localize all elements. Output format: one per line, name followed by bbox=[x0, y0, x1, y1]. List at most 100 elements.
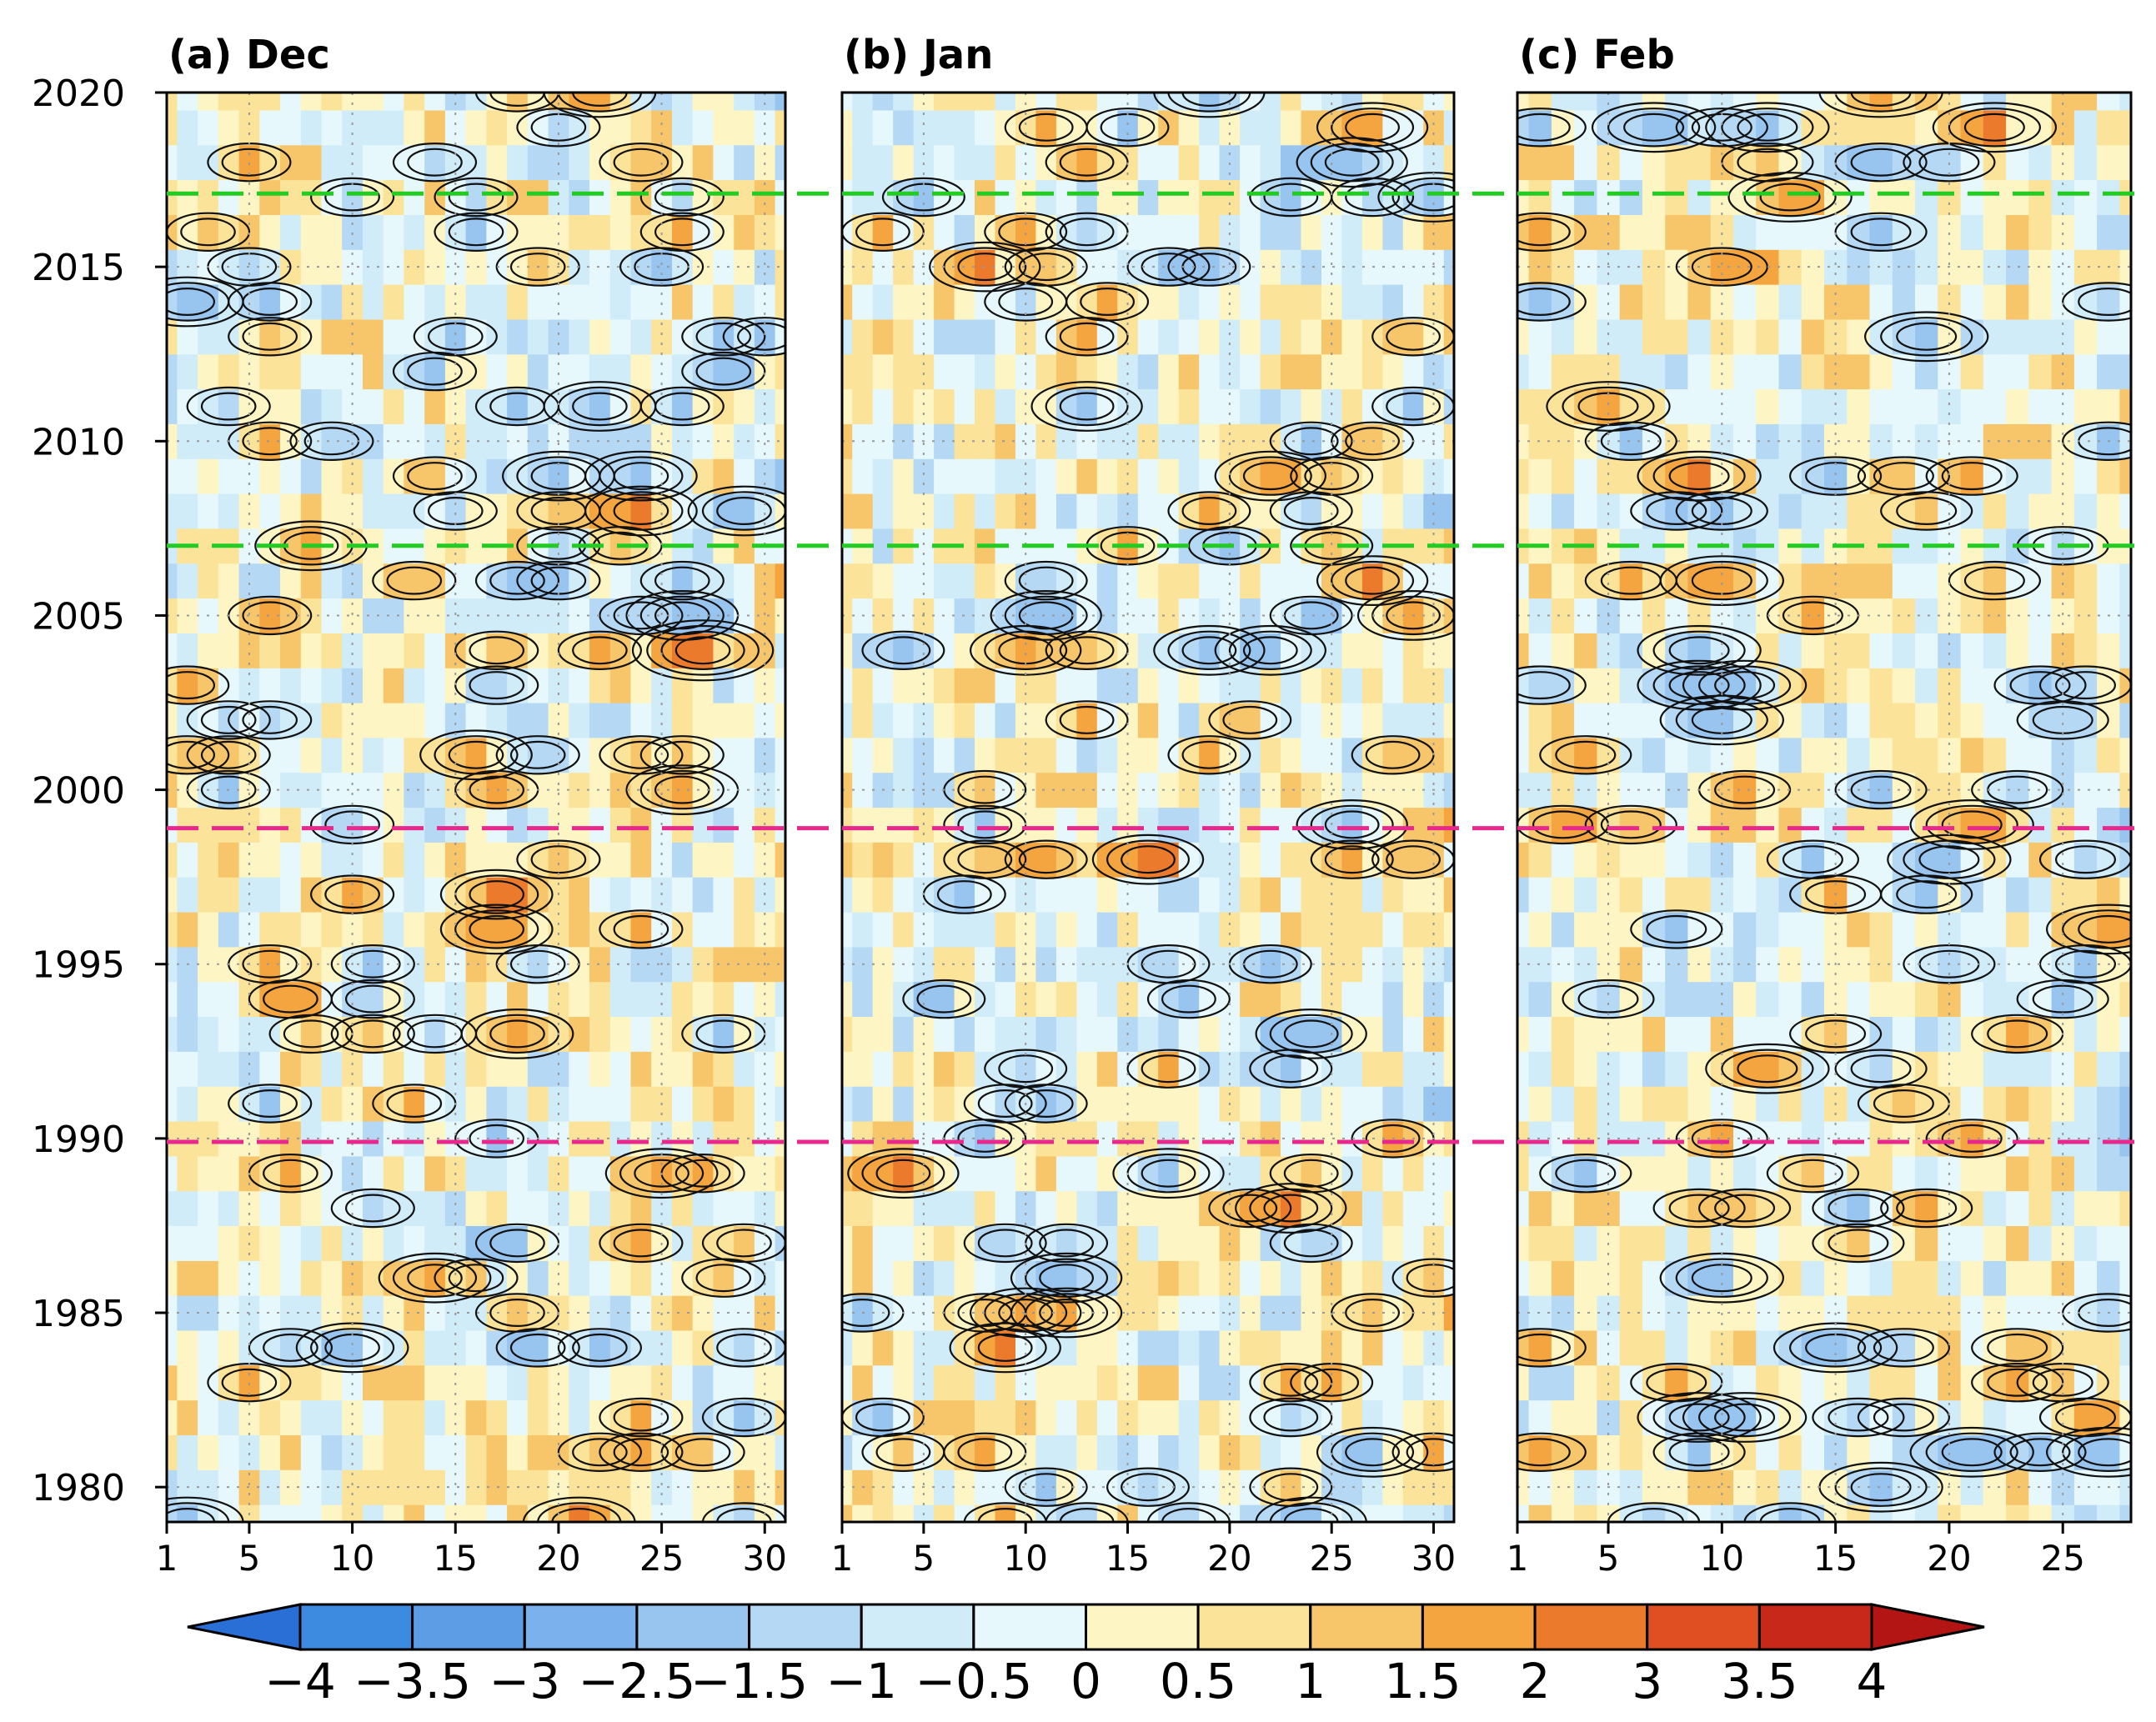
heatmap-cell bbox=[383, 668, 404, 703]
heatmap-cell bbox=[1096, 458, 1118, 494]
heatmap-cell bbox=[1076, 93, 1098, 111]
contour-line bbox=[1607, 108, 1701, 148]
heatmap-cell bbox=[1517, 318, 1530, 355]
heatmap-cell bbox=[934, 1016, 955, 1052]
heatmap-cell bbox=[1361, 1086, 1383, 1122]
heatmap-cell bbox=[218, 842, 240, 878]
heatmap-cell bbox=[167, 633, 178, 668]
heatmap-cell bbox=[934, 563, 955, 599]
heatmap-cell bbox=[1756, 93, 1780, 111]
x-tick-label: 1 bbox=[1507, 1538, 1529, 1579]
heatmap-cell bbox=[198, 1399, 219, 1435]
heatmap-cell bbox=[177, 842, 198, 878]
heatmap-cell bbox=[1137, 1225, 1159, 1261]
heatmap-cell bbox=[1869, 1260, 1893, 1296]
contour-line bbox=[957, 810, 1013, 839]
heatmap-cell bbox=[1158, 668, 1180, 703]
heatmap-cell bbox=[1551, 353, 1575, 390]
heatmap-cell bbox=[486, 1434, 508, 1470]
heatmap-cell bbox=[1402, 1225, 1424, 1261]
contour-line bbox=[439, 904, 554, 955]
contour-line bbox=[1059, 392, 1115, 421]
heatmap-cell bbox=[2028, 807, 2053, 843]
heatmap-cell bbox=[734, 179, 755, 215]
heatmap-cell bbox=[1158, 318, 1180, 355]
heatmap-cell bbox=[1687, 388, 1712, 424]
heatmap-cell bbox=[1687, 877, 1712, 913]
heatmap-cell bbox=[1402, 458, 1424, 494]
heatmap-cell bbox=[775, 249, 785, 285]
heatmap-cell bbox=[2006, 877, 2029, 913]
contour-line bbox=[1600, 427, 1662, 456]
heatmap-cell bbox=[1938, 93, 1962, 111]
heatmap-cell bbox=[672, 1329, 694, 1366]
heatmap-cell bbox=[1361, 1225, 1383, 1261]
heatmap-cell bbox=[1847, 737, 1871, 773]
heatmap-cell bbox=[363, 1434, 384, 1470]
heatmap-cell bbox=[2006, 1051, 2029, 1087]
heatmap-cell bbox=[1733, 1504, 1757, 1522]
heatmap-cell bbox=[842, 1504, 853, 1522]
contour-line bbox=[1727, 172, 1853, 223]
heatmap-cell bbox=[238, 1399, 260, 1435]
heatmap-cell bbox=[1665, 842, 1689, 878]
heatmap-cell bbox=[1281, 1434, 1302, 1470]
heatmap-cell bbox=[424, 93, 446, 111]
heatmap-cell bbox=[363, 493, 384, 529]
contour-line bbox=[1263, 1368, 1319, 1397]
heatmap-cell bbox=[383, 388, 404, 424]
heatmap-cell bbox=[2097, 877, 2120, 913]
reference-lines bbox=[167, 191, 2134, 1144]
heatmap-cell bbox=[1015, 1399, 1037, 1435]
contour-line bbox=[681, 317, 766, 357]
y-tick-label: 1995 bbox=[32, 944, 125, 987]
heatmap-cell bbox=[1076, 912, 1098, 948]
heatmap-cell bbox=[177, 1051, 198, 1087]
heatmap-cell bbox=[569, 912, 590, 948]
heatmap-cell bbox=[1035, 179, 1057, 215]
heatmap-cell bbox=[1983, 912, 2007, 948]
heatmap-cell bbox=[1260, 1086, 1281, 1122]
heatmap-cell bbox=[842, 946, 853, 983]
heatmap-cell bbox=[444, 93, 467, 111]
heatmap-cell bbox=[1137, 353, 1159, 390]
heatmap-cell bbox=[1551, 946, 1575, 983]
heatmap-cell bbox=[651, 93, 673, 111]
x-tick-label: 1 bbox=[156, 1538, 178, 1579]
contour-line bbox=[875, 1438, 931, 1467]
colorbar-tick-label: −1 bbox=[825, 1653, 897, 1709]
heatmap-cell bbox=[1341, 877, 1363, 913]
heatmap-cell bbox=[1178, 144, 1200, 181]
contour-line bbox=[2062, 909, 2131, 949]
x-tick-label: 5 bbox=[912, 1538, 935, 1579]
heatmap-cell bbox=[775, 1329, 785, 1366]
heatmap-cell bbox=[842, 1260, 853, 1296]
heatmap-cell bbox=[893, 912, 915, 948]
heatmap-cell bbox=[2073, 737, 2098, 773]
contour-line bbox=[1141, 1054, 1196, 1084]
heatmap-cell bbox=[1199, 144, 1221, 181]
contour-line bbox=[1146, 1502, 1231, 1522]
heatmap-cell bbox=[280, 179, 302, 215]
heatmap-cell bbox=[2097, 807, 2120, 843]
heatmap-cell bbox=[734, 1469, 755, 1505]
contour-line bbox=[386, 566, 443, 595]
heatmap-cell bbox=[1402, 1086, 1424, 1122]
heatmap-cell bbox=[1137, 1399, 1159, 1435]
heatmap-cell bbox=[872, 703, 894, 738]
heatmap-cell bbox=[1158, 1260, 1180, 1296]
heatmap-cell bbox=[893, 1504, 915, 1522]
heatmap-cell bbox=[1178, 1086, 1200, 1122]
contour-line bbox=[695, 1019, 752, 1049]
heatmap-cell bbox=[1619, 284, 1643, 320]
contour-line bbox=[1857, 1397, 1950, 1438]
heatmap-cell bbox=[1642, 842, 1666, 878]
heatmap-cell bbox=[363, 1225, 384, 1261]
heatmap-cell bbox=[934, 1260, 955, 1296]
heatmap-cell bbox=[1199, 1260, 1221, 1296]
heatmap-cell bbox=[424, 388, 446, 424]
contour-line bbox=[469, 880, 525, 909]
heatmap-cell bbox=[1035, 1190, 1057, 1226]
heatmap-cell bbox=[1117, 1190, 1139, 1226]
heatmap-cell bbox=[1574, 1260, 1597, 1296]
